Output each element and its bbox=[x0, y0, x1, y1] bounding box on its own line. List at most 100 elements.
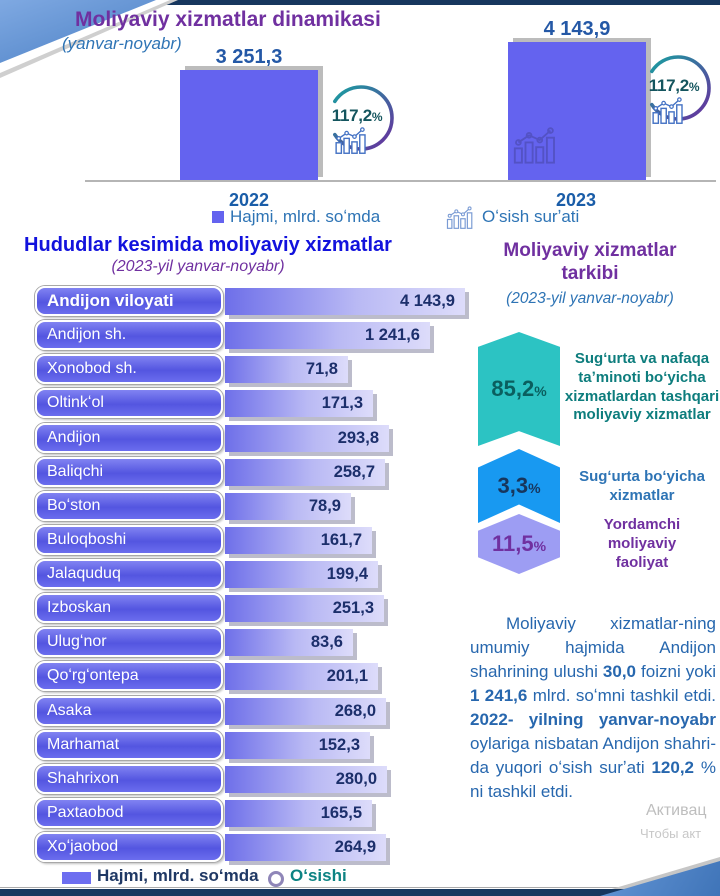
composition-pct-2: 11,5% bbox=[491, 531, 547, 556]
region-name-button: Asaka bbox=[35, 696, 223, 726]
region-value: 199,4 bbox=[326, 565, 368, 583]
regions-title: Hududlar kesimida moliyaviy xizmatlar bbox=[24, 234, 392, 256]
region-bar: 268,0 bbox=[225, 698, 386, 725]
region-name-button: Qoʻrgʻontepa bbox=[35, 661, 223, 691]
region-label: Izboskan bbox=[47, 599, 112, 616]
region-value: 258,7 bbox=[333, 463, 375, 481]
region-bar: 78,9 bbox=[225, 493, 351, 520]
legend-volume-label: Hajmi, mlrd. soʻmda bbox=[230, 207, 381, 226]
top-navy-strip bbox=[0, 0, 720, 5]
region-label: Baliqchi bbox=[47, 463, 104, 480]
region-bar: 171,3 bbox=[225, 390, 373, 417]
page-title: Moliyaviy xizmatlar dinamikasi bbox=[75, 8, 381, 31]
bar-2023 bbox=[508, 42, 646, 181]
region-row: Qoʻrgʻontepa 201,1 bbox=[35, 661, 695, 691]
growth-value-2022: 117,2% bbox=[331, 106, 383, 125]
region-row: Ulugʻnor 83,6 bbox=[35, 627, 695, 657]
region-name-button: Ulugʻnor bbox=[35, 627, 223, 657]
region-label: Paxtaobod bbox=[47, 804, 124, 821]
growth-indicator-2023: 117,2% bbox=[643, 53, 713, 124]
year-label-2023: 2023 bbox=[555, 190, 597, 210]
region-name-button: Jalaquduq bbox=[35, 559, 223, 589]
region-rows: Andijon viloyati 4 143,9 Andijon sh. 1 2… bbox=[35, 286, 695, 866]
region-value: 4 143,9 bbox=[399, 292, 455, 310]
region-bar: 161,7 bbox=[225, 527, 372, 554]
region-label: Asaka bbox=[47, 702, 92, 719]
bottom-navy-strip bbox=[0, 889, 720, 896]
region-row: Oltinkʻol 171,3 bbox=[35, 388, 695, 418]
year-label-2022: 2022 bbox=[228, 190, 270, 210]
region-name-button: Shahrixon bbox=[35, 764, 223, 794]
growth-value-2023: 117,2% bbox=[648, 76, 700, 95]
region-value: 71,8 bbox=[305, 360, 338, 378]
region-bar: 152,3 bbox=[225, 732, 370, 759]
watermark-line-1: Активац bbox=[646, 802, 707, 819]
region-row: Asaka 268,0 bbox=[35, 696, 695, 726]
region-label: Buloqboshi bbox=[47, 531, 127, 548]
region-name-button: Marhamat bbox=[35, 730, 223, 760]
bottom-legend-growth-label: Oʻsishi bbox=[290, 866, 347, 885]
region-bar: 280,0 bbox=[225, 766, 387, 793]
bottom-right-triangle-icon bbox=[600, 861, 720, 896]
region-label: Xoʻjaobod bbox=[47, 838, 119, 855]
ghost-trend-bar-chart-icon bbox=[513, 127, 555, 164]
trend-bar-chart-icon bbox=[652, 97, 683, 124]
growth-indicator-2022: 117,2% bbox=[326, 83, 396, 154]
region-row: Paxtaobod 165,5 bbox=[35, 798, 695, 828]
region-label: Qoʻrgʻontepa bbox=[47, 667, 139, 684]
region-row: Andijon sh. 1 241,6 bbox=[35, 320, 695, 350]
region-label: Ulugʻnor bbox=[47, 633, 107, 650]
region-value: 280,0 bbox=[335, 770, 377, 788]
region-value: 264,9 bbox=[334, 838, 376, 856]
composition-pct-1: 3,3% bbox=[497, 473, 541, 498]
region-row: Baliqchi 258,7 bbox=[35, 457, 695, 487]
summary-paragraph: Moliyaviy xizmatlar-ning umumiy hajmida … bbox=[470, 614, 716, 801]
region-bar: 293,8 bbox=[225, 425, 389, 452]
region-row: Boʻston 78,9 bbox=[35, 491, 695, 521]
region-label: Andijon bbox=[47, 429, 101, 446]
region-bar: 199,4 bbox=[225, 561, 378, 588]
region-row: Xonobod sh. 71,8 bbox=[35, 354, 695, 384]
axis-baseline bbox=[85, 180, 716, 182]
region-row: Andijon 293,8 bbox=[35, 423, 695, 453]
region-name-button: Baliqchi bbox=[35, 457, 223, 487]
region-label: Andijon sh. bbox=[47, 326, 127, 343]
region-label: Andijon viloyati bbox=[47, 291, 174, 310]
region-name-button: Xonobod sh. bbox=[35, 354, 223, 384]
composition-arrow-segment-0: 85,2% bbox=[478, 332, 560, 446]
region-name-button: Andijon sh. bbox=[35, 320, 223, 350]
region-bar: 1 241,6 bbox=[225, 322, 430, 349]
region-label: Xonobod sh. bbox=[47, 360, 137, 377]
bottom-hairline bbox=[0, 887, 720, 888]
composition-label-0: Sugʻurta va nafaqa taʼminoti boʻyicha xi… bbox=[564, 350, 720, 424]
region-row: Andijon viloyati 4 143,9 bbox=[35, 286, 695, 316]
region-value: 268,0 bbox=[334, 702, 376, 720]
legend-trend-bar-chart-icon bbox=[446, 206, 473, 229]
region-bar: 165,5 bbox=[225, 800, 372, 827]
trend-bar-chart-icon bbox=[335, 127, 366, 154]
region-value: 83,6 bbox=[310, 633, 343, 651]
region-bar: 83,6 bbox=[225, 629, 353, 656]
region-name-button: Paxtaobod bbox=[35, 798, 223, 828]
region-row: Buloqboshi 161,7 bbox=[35, 525, 695, 555]
page-subtitle: (yanvar-noyabr) bbox=[62, 34, 182, 53]
composition-label-2: Yordamchi moliyaviy faoliyat bbox=[603, 516, 681, 571]
region-label: Oltinkʻol bbox=[47, 394, 104, 411]
region-row: Izboskan 251,3 bbox=[35, 593, 695, 623]
bar-value-2022: 3 251,3 bbox=[215, 46, 283, 68]
region-name-button: Andijon viloyati bbox=[35, 286, 223, 316]
region-label: Marhamat bbox=[47, 736, 120, 753]
bottom-legend-growth-ring-icon bbox=[268, 871, 284, 887]
watermark-line-2: Чтобы акт bbox=[640, 826, 702, 841]
region-bar: 201,1 bbox=[225, 663, 378, 690]
region-name-button: Andijon bbox=[35, 423, 223, 453]
region-value: 171,3 bbox=[321, 394, 363, 412]
region-name-button: Oltinkʻol bbox=[35, 388, 223, 418]
region-value: 1 241,6 bbox=[364, 326, 420, 344]
composition-pct-0: 85,2% bbox=[491, 376, 547, 401]
region-label: Boʻston bbox=[47, 497, 101, 514]
region-bar: 4 143,9 bbox=[225, 288, 465, 315]
region-row: Shahrixon 280,0 bbox=[35, 764, 695, 794]
region-value: 165,5 bbox=[320, 804, 362, 822]
